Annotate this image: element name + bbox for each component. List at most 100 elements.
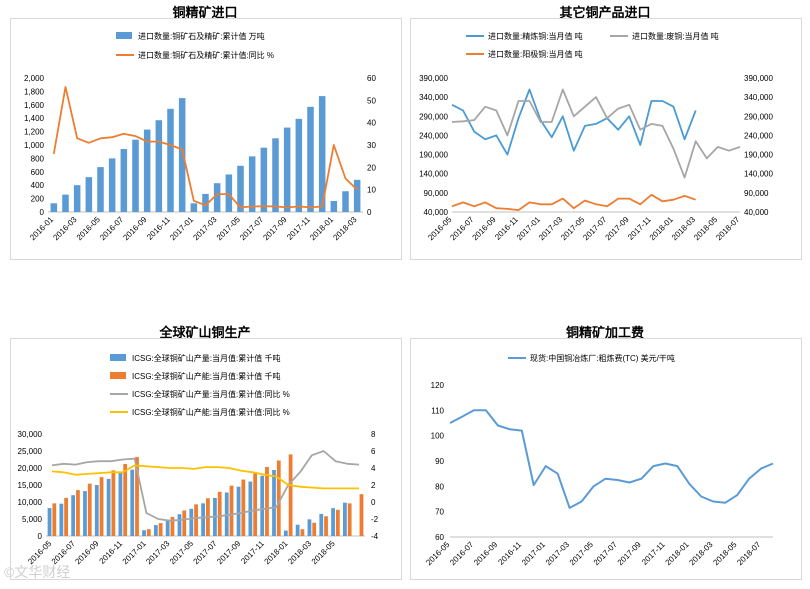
chart1-yright-tick-2: 20 bbox=[367, 163, 376, 172]
chart1-bar-18 bbox=[260, 147, 268, 212]
chart4-yleft-tick-6: 120 bbox=[431, 381, 445, 390]
chart3-cap-bar-17 bbox=[253, 473, 258, 536]
chart1-xtick-10: 2017-09 bbox=[261, 215, 289, 243]
chart4-legend-0-label: 现货:中国铜冶炼厂:粗炼费(TC) 美元/干吨 bbox=[530, 353, 675, 363]
chart2-yright-tick-1: 90,000 bbox=[744, 189, 769, 198]
chart1-bar-1 bbox=[62, 194, 69, 212]
chart1-yleft-tick-3: 600 bbox=[31, 168, 45, 177]
chart1-xtick-9: 2017-07 bbox=[238, 215, 266, 243]
chart1-xtick-11: 2017-11 bbox=[285, 215, 312, 242]
chart3-prod-bar-22 bbox=[307, 519, 312, 536]
chart3-legend-3-label: ICSG:全球铜矿山产能:当月值:累计值:同比 % bbox=[132, 407, 290, 417]
chart3-cap-bar-12 bbox=[194, 504, 198, 536]
chart1-xtick-7: 2017-03 bbox=[191, 215, 219, 243]
chart3-yleft-tick-1: 5,000 bbox=[22, 515, 43, 524]
chart4-xtick-3: 2016-11 bbox=[496, 540, 523, 567]
chart3-xtick-2: 2016-09 bbox=[73, 539, 101, 567]
chart2-legend-2-label: 进口数量:阳极铜:当月值 吨 bbox=[488, 49, 583, 59]
chart3-cap-bar-26 bbox=[359, 494, 364, 536]
chart1-bar-3 bbox=[85, 177, 93, 212]
chart1-yright-tick-3: 30 bbox=[367, 141, 376, 150]
chart3-cap-bar-25 bbox=[347, 503, 352, 536]
chart2-yright-tick-4: 240,000 bbox=[744, 131, 773, 140]
chart1-bar-13 bbox=[202, 193, 209, 212]
chart4-yleft-tick-0: 60 bbox=[435, 533, 444, 542]
chart2-panel bbox=[410, 18, 802, 260]
chart1-yright-tick-1: 10 bbox=[367, 186, 376, 195]
chart4-xtick-2: 2016-09 bbox=[472, 540, 500, 568]
chart1-bar-7 bbox=[132, 139, 139, 212]
chart3-xtick-10: 2018-01 bbox=[262, 539, 290, 567]
chart2-yright-tick-7: 390,000 bbox=[744, 74, 773, 83]
chart3-cap-bar-0 bbox=[52, 503, 57, 536]
chart4-yleft-tick-3: 90 bbox=[435, 457, 444, 466]
chart4-xtick-4: 2017-01 bbox=[520, 540, 548, 568]
chart3-legend-1-label: ICSG:全球铜矿山产能:当月值:累计值 千吨 bbox=[132, 371, 280, 381]
chart3-prod-bar-11 bbox=[177, 514, 182, 536]
chart3-cap-bar-9 bbox=[158, 523, 163, 536]
chart1-xtick-8: 2017-05 bbox=[215, 215, 243, 243]
chart3-cap-bar-10 bbox=[170, 516, 175, 536]
chart3-prod-bar-2 bbox=[71, 495, 76, 536]
chart1-bar-6 bbox=[120, 149, 128, 212]
chart3-yleft-tick-4: 20,000 bbox=[18, 464, 43, 473]
chart1-legend-0-label: 进口数量:铜矿石及精矿:累计值 万吨 bbox=[138, 31, 265, 41]
chart2-yright-tick-0: 40,000 bbox=[744, 208, 769, 217]
chart2-yleft-tick-5: 290,000 bbox=[419, 112, 448, 121]
chart3-prod-bar-6 bbox=[118, 473, 123, 536]
chart3-prod-bar-4 bbox=[94, 485, 99, 536]
chart3-cap-bar-3 bbox=[87, 483, 92, 536]
chart1-xtick-2: 2016-05 bbox=[75, 215, 103, 243]
chart3-yleft-tick-6: 30,000 bbox=[18, 430, 43, 439]
chart2-yleft-tick-2: 140,000 bbox=[419, 170, 448, 179]
chart1-bar-22 bbox=[307, 106, 314, 212]
chart3-cap-bar-4 bbox=[99, 477, 104, 536]
chart3-xtick-5: 2017-03 bbox=[144, 539, 172, 567]
chart3-xtick-4: 2017-01 bbox=[121, 539, 149, 567]
chart1-bar-4 bbox=[97, 167, 104, 212]
chart1-xtick-3: 2016-07 bbox=[98, 215, 126, 243]
chart2-title: 其它铜产品进口 bbox=[559, 5, 651, 20]
chart3-yright-tick-3: 2 bbox=[371, 481, 376, 490]
chart4-tc-line bbox=[449, 409, 774, 509]
chart2-yleft-tick-3: 190,000 bbox=[419, 151, 448, 160]
chart2-yleft-tick-7: 390,000 bbox=[419, 74, 448, 83]
chart4-yleft-tick-5: 110 bbox=[431, 406, 444, 415]
chart3-yleft-tick-3: 15,000 bbox=[18, 481, 43, 490]
chart1-xtick-1: 2016-03 bbox=[51, 215, 79, 243]
chart3-cap-bar-14 bbox=[217, 491, 222, 536]
chart1-bar-5 bbox=[108, 158, 116, 212]
chart3-prod-bar-8 bbox=[142, 530, 146, 536]
chart3-xtick-11: 2018-03 bbox=[286, 539, 314, 567]
chart3-yleft-tick-2: 10,000 bbox=[18, 498, 43, 507]
chart3-title: 全球矿山铜生产 bbox=[159, 325, 251, 340]
chart2-yright-tick-6: 340,000 bbox=[744, 93, 773, 102]
chart3-xtick-7: 2017-07 bbox=[192, 539, 220, 567]
chart3-prod-bar-16 bbox=[236, 486, 241, 536]
chart1-panel bbox=[10, 18, 402, 260]
chart1-yright-tick-0: 0 bbox=[367, 208, 372, 217]
chart2-yleft-tick-0: 40,000 bbox=[424, 208, 449, 217]
chart1-bar-11 bbox=[178, 98, 186, 212]
chart3-cap-bar-19 bbox=[276, 460, 281, 536]
chart1-xtick-13: 2018-03 bbox=[331, 215, 359, 243]
chart3-yright-tick-5: 6 bbox=[371, 447, 376, 456]
chart1-yleft-tick-2: 400 bbox=[31, 181, 45, 190]
chart3-prod-bar-5 bbox=[106, 478, 111, 536]
chart4-yleft-tick-4: 100 bbox=[431, 432, 445, 441]
chart1-yright-tick-5: 50 bbox=[367, 96, 376, 105]
chart3-legend-2-label: ICSG:全球铜矿山产量:当月值:累计值:同比 % bbox=[132, 389, 290, 399]
chart3-xtick-3: 2016-11 bbox=[98, 539, 125, 566]
chart1-bar-24 bbox=[330, 200, 338, 212]
chart3-prod-bar-19 bbox=[272, 470, 276, 536]
chart3-panel bbox=[10, 338, 402, 580]
chart3-xtick-12: 2018-05 bbox=[310, 539, 338, 567]
chart1-bar-9 bbox=[155, 120, 163, 212]
chart3-cap-bar-6 bbox=[123, 463, 128, 536]
chart1-yleft-tick-1: 200 bbox=[31, 195, 45, 204]
chart3-yright-tick-6: 8 bbox=[371, 430, 376, 439]
chart1-yleft-tick-8: 1,600 bbox=[24, 101, 45, 110]
chart2-yleft-tick-4: 240,000 bbox=[419, 131, 448, 140]
chart3-prod-bar-13 bbox=[201, 503, 205, 536]
